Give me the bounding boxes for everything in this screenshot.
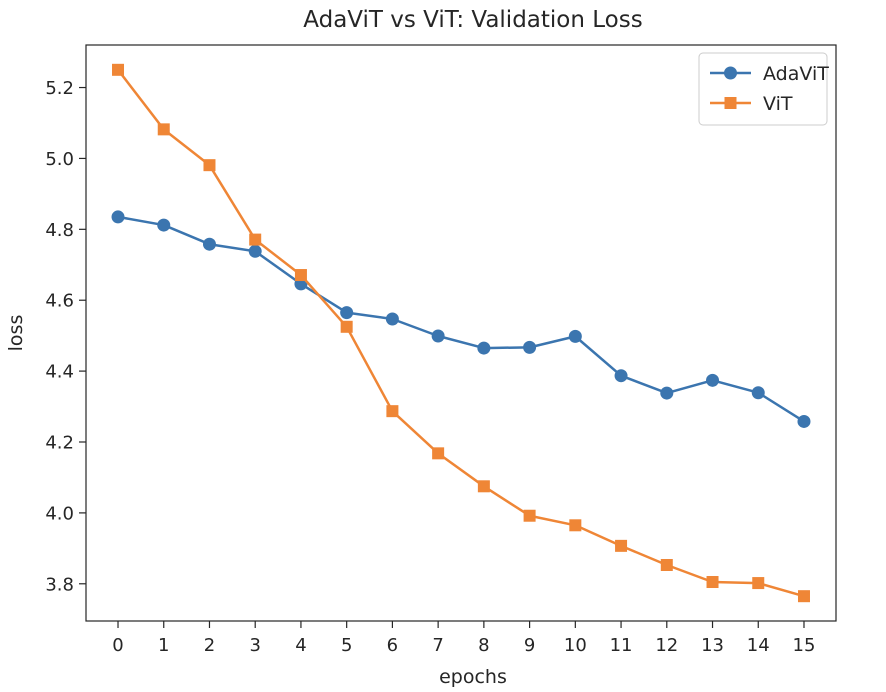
x-tick-label: 11 xyxy=(610,635,633,656)
series-vit-line xyxy=(117,69,805,598)
series-vit-point xyxy=(157,123,170,136)
y-tick-label: 5.0 xyxy=(45,149,74,170)
series-vit-point xyxy=(432,447,445,460)
series-adavit-point xyxy=(385,312,399,326)
x-tick-label: 2 xyxy=(204,635,215,656)
series-adavit-point xyxy=(660,386,674,400)
x-tick-label: 8 xyxy=(478,635,489,656)
series-adavit-point xyxy=(202,237,216,251)
legend: AdaViT ViT xyxy=(698,52,829,126)
series-adavit-point xyxy=(111,210,125,224)
series-layer xyxy=(111,63,811,603)
series-adavit-point xyxy=(614,369,628,383)
series-adavit-point xyxy=(340,306,354,320)
series-adavit-point xyxy=(797,414,811,428)
series-adavit-point xyxy=(751,386,765,400)
series-adavit-point xyxy=(477,341,491,355)
x-tick-label: 3 xyxy=(249,635,260,656)
x-tick-label: 15 xyxy=(793,635,816,656)
legend-adavit-marker xyxy=(724,66,737,80)
plot-area xyxy=(85,44,837,622)
series-vit-point xyxy=(203,159,216,172)
series-vit-point xyxy=(523,509,536,522)
legend-vit-marker xyxy=(724,97,737,109)
x-axis-label: epochs xyxy=(439,666,507,688)
y-axis-label: loss xyxy=(5,315,27,352)
series-vit-point xyxy=(660,558,673,571)
x-tick-label: 4 xyxy=(295,635,306,656)
series-adavit-point xyxy=(523,340,537,354)
y-tick-label: 4.2 xyxy=(45,432,74,453)
series-vit-point xyxy=(615,539,628,552)
x-axis: 0 1 2 3 4 5 6 7 8 9 10 11 12 13 14 15 xyxy=(112,621,815,656)
series-adavit-point xyxy=(568,329,582,343)
y-tick-label: 4.4 xyxy=(45,362,74,383)
series-vit-point xyxy=(386,405,399,418)
x-tick-label: 1 xyxy=(158,635,169,656)
series-adavit-point xyxy=(157,218,171,232)
x-tick-label: 13 xyxy=(701,635,724,656)
x-tick-label: 7 xyxy=(432,635,443,656)
series-vit-point xyxy=(477,480,490,493)
y-tick-label: 3.8 xyxy=(45,574,74,595)
series-vit-point xyxy=(112,63,125,76)
x-tick-label: 6 xyxy=(387,635,398,656)
series-vit-point xyxy=(294,269,307,282)
series-adavit-line xyxy=(117,215,805,423)
x-tick-label: 14 xyxy=(747,635,770,656)
series-adavit-point xyxy=(248,244,262,258)
x-tick-label: 0 xyxy=(112,635,123,656)
y-tick-label: 4.6 xyxy=(45,291,74,312)
series-vit-point xyxy=(340,320,353,333)
x-tick-label: 5 xyxy=(341,635,352,656)
y-tick-label: 4.8 xyxy=(45,220,74,241)
series-vit-point xyxy=(249,233,262,246)
y-tick-label: 5.2 xyxy=(45,78,74,99)
y-axis: 3.8 4.0 4.2 4.4 4.6 4.8 5.0 5.2 xyxy=(45,78,86,595)
series-adavit-point xyxy=(431,329,445,343)
y-tick-label: 4.0 xyxy=(45,503,74,524)
x-tick-label: 12 xyxy=(655,635,678,656)
x-tick-label: 9 xyxy=(524,635,535,656)
series-vit-point xyxy=(706,576,719,589)
series-vit-point xyxy=(569,519,582,532)
x-tick-label: 10 xyxy=(564,635,587,656)
series-vit-point xyxy=(797,590,810,603)
legend-vit-label: ViT xyxy=(763,93,793,115)
legend-adavit-label: AdaViT xyxy=(763,63,829,85)
chart-title: AdaViT vs ViT: Validation Loss xyxy=(303,7,642,33)
series-adavit-point xyxy=(706,373,720,387)
series-vit-point xyxy=(752,577,765,590)
